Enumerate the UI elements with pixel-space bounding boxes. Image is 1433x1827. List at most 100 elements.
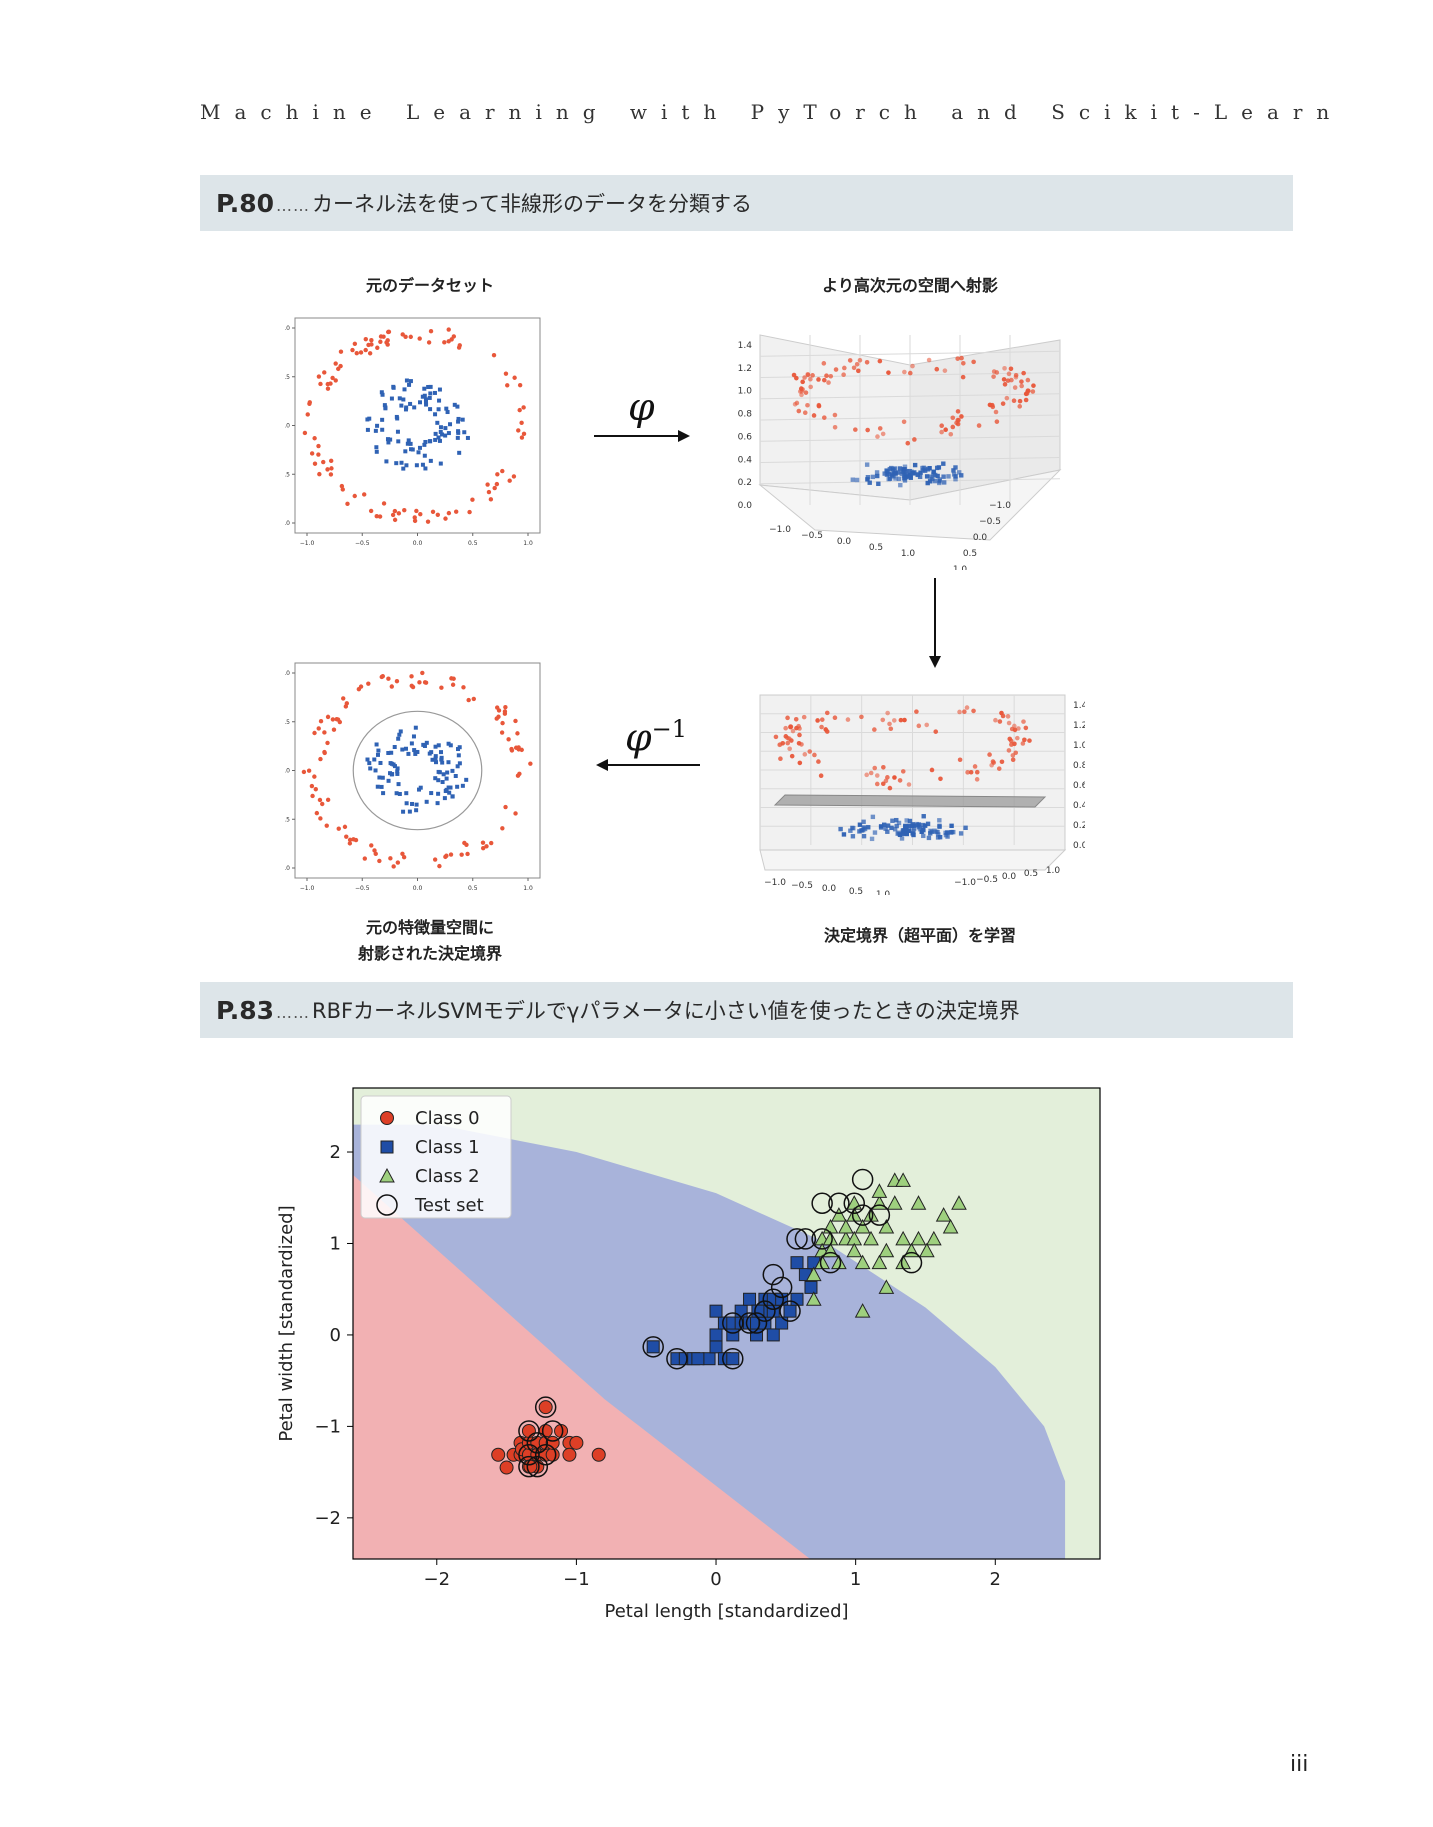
inner-point: [424, 740, 429, 745]
y-tick-label: −0.5: [979, 517, 1001, 527]
inner-point: [453, 774, 458, 779]
outer-point-3d: [957, 757, 963, 763]
leader-dots: ……: [276, 1002, 311, 1022]
inner-point-3d: [930, 476, 935, 482]
outer-point: [330, 375, 335, 381]
outer-point-3d: [805, 402, 810, 408]
inner-point: [418, 785, 423, 790]
inner-point: [373, 768, 378, 773]
inner-point: [433, 744, 438, 749]
outer-point: [325, 797, 331, 803]
outer-point: [347, 841, 353, 846]
inner-point-3d: [928, 828, 933, 834]
inner-point: [392, 764, 397, 769]
x-tick-label: −1: [563, 1569, 590, 1590]
outer-point-3d: [1012, 741, 1017, 747]
inner-point: [442, 796, 447, 801]
outer-point: [325, 386, 331, 391]
outer-point: [301, 769, 307, 775]
outer-point-3d: [997, 719, 1003, 724]
outer-point-3d: [897, 778, 903, 783]
outer-point: [310, 793, 315, 799]
outer-point: [412, 518, 418, 524]
outer-point-3d: [1027, 738, 1032, 743]
outer-point: [484, 844, 489, 849]
outer-point-3d: [1023, 725, 1029, 731]
inner-point: [409, 741, 414, 746]
outer-point: [322, 370, 327, 375]
test-set-marker: [738, 1312, 761, 1334]
z-tick-label: 1.2: [738, 364, 752, 374]
outer-point-3d: [934, 366, 940, 372]
inner-point: [414, 808, 419, 813]
test-set-marker: [900, 1251, 923, 1274]
data-point-class-1: [380, 1140, 394, 1154]
inner-point: [436, 435, 441, 440]
outer-point: [377, 514, 383, 519]
outer-point-3d: [1013, 374, 1019, 380]
boundary-2d-plot: −1.0 −0.5 0.0 0.5 1.0 1.0 0.5 0.0 −0.5 −1.0: [285, 662, 541, 892]
outer-point: [470, 497, 475, 502]
outer-point: [418, 511, 423, 517]
inner-point: [401, 397, 406, 402]
inner-point-3d: [920, 822, 926, 828]
test-set-marker: [762, 1288, 785, 1311]
outer-point: [517, 382, 523, 388]
data-point-class-2: [886, 1195, 903, 1210]
outer-point-3d: [965, 770, 970, 775]
outer-point-3d: [856, 368, 861, 374]
inner-point-3d: [870, 814, 876, 820]
outer-point: [302, 430, 308, 436]
inner-point-3d: [893, 470, 898, 476]
z-tick-label: 0.6: [1073, 781, 1085, 791]
test-set-marker: [868, 1204, 891, 1226]
y-tick-label: 0.0: [973, 533, 988, 543]
outer-point-3d: [872, 765, 878, 771]
inner-point: [404, 378, 409, 383]
outer-point: [390, 512, 396, 518]
inner-point-3d: [867, 480, 872, 485]
inner-point: [380, 392, 385, 397]
inner-point: [380, 775, 385, 780]
inner-point: [403, 746, 408, 751]
inner-point: [444, 776, 449, 781]
inner-point: [437, 387, 442, 392]
x-tick-label: 0.5: [468, 885, 478, 892]
outer-point-3d: [1012, 385, 1018, 390]
outer-point-3d: [854, 361, 860, 367]
inner-point: [383, 405, 388, 410]
inner-point-3d: [937, 818, 942, 823]
outer-point-3d: [816, 377, 821, 382]
y-tick-label: −1: [314, 1416, 341, 1437]
inner-point: [435, 420, 440, 425]
z-tick-label: 0.0: [1073, 841, 1085, 851]
outer-point: [380, 673, 385, 679]
outer-point-3d: [957, 709, 962, 715]
outer-point-3d: [845, 717, 851, 722]
outer-point: [507, 478, 512, 483]
y-tick-label: −1.0: [989, 501, 1011, 511]
inner-point-3d: [951, 472, 957, 477]
region-class-0: [353, 1174, 811, 1559]
inner-point-3d: [886, 471, 891, 477]
inner-point: [424, 402, 429, 407]
inner-point: [375, 784, 380, 789]
outer-point: [515, 731, 520, 736]
outer-point: [435, 512, 441, 517]
inner-point-3d: [902, 467, 907, 472]
inner-point-3d: [912, 462, 918, 468]
inner-point: [389, 396, 394, 401]
y-tick-label: −0.5: [285, 471, 290, 478]
inner-point-3d: [920, 465, 925, 471]
inner-point: [422, 386, 427, 391]
outer-point-3d: [974, 777, 980, 782]
outer-point-3d: [816, 403, 822, 409]
data-point-class-1: [702, 1352, 716, 1366]
outer-point-3d: [880, 431, 886, 437]
outer-point: [401, 854, 407, 860]
test-set-marker: [819, 1251, 842, 1274]
outer-point-3d: [875, 434, 880, 439]
outer-point-3d: [801, 714, 807, 720]
outer-point-3d: [961, 361, 966, 366]
